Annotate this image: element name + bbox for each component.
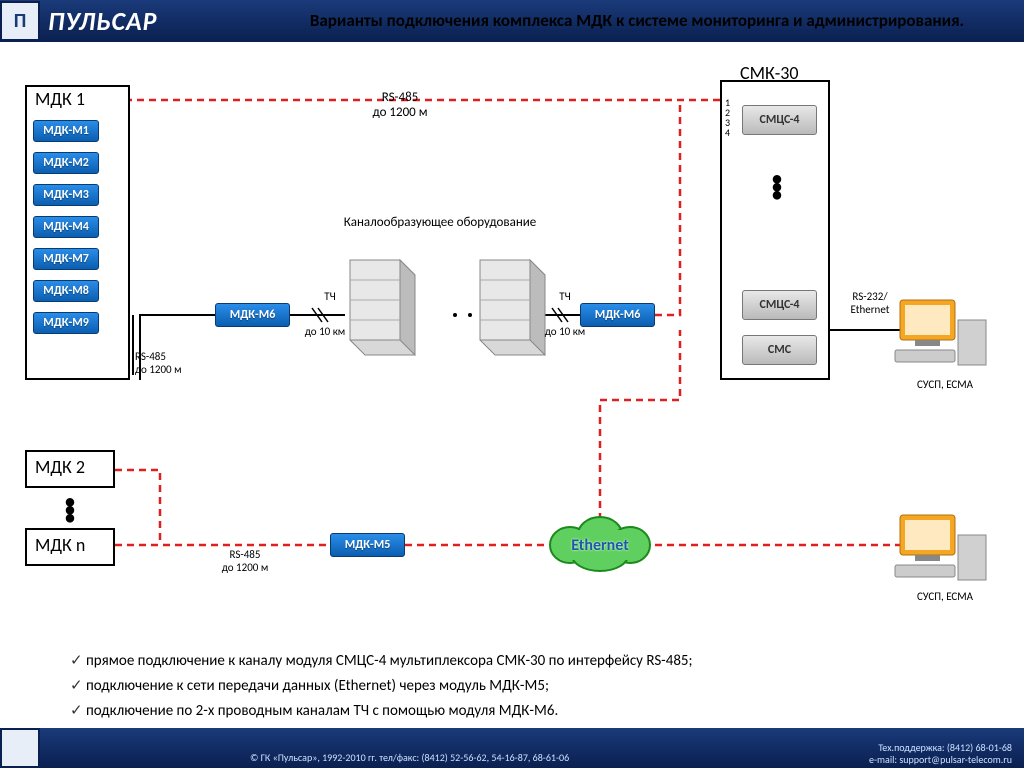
footer-copyright: © ГК «Пульсар», 1992-2010 гг. тел/факс: …	[250, 751, 569, 764]
tch-right-len: до 10 км	[540, 325, 590, 338]
pc-bottom	[895, 515, 986, 580]
mdk-m4: МДК-М4	[33, 216, 99, 238]
brand-text: ПУЛЬСАР	[48, 5, 158, 37]
smts4-bot: СМЦС-4	[742, 290, 817, 320]
mdk-m3: МДК-М3	[33, 184, 99, 206]
rs485-left-lbl: RS-485до 1200 м	[135, 350, 215, 376]
footer-corner-icon	[0, 728, 40, 768]
mdk-dots: •••	[65, 498, 75, 522]
mdk-m7: МДК-М7	[33, 248, 99, 270]
susp1-lbl: СУСП, ЕСМА	[900, 378, 990, 391]
pc-top	[895, 300, 986, 365]
diagram-canvas	[0, 0, 1024, 640]
rs485-bot-lbl: RS-485до 1200 м	[200, 548, 290, 574]
smk30-ports: 1 2 3 4	[725, 98, 730, 138]
equip-lbl: Каналообразующее оборудование	[340, 215, 540, 230]
mdk-m8: МДК-М8	[33, 280, 99, 302]
tch-left-len: до 10 км	[300, 325, 350, 338]
ethernet-label: Ethernet	[545, 520, 655, 570]
server-3d-left	[350, 260, 415, 355]
rs232-lbl: RS-232/ Ethernet	[840, 290, 900, 316]
cmc: СМС	[742, 335, 817, 365]
bullet-3: подключение по 2-х проводным каналам ТЧ …	[70, 701, 1004, 720]
footer-contact: Тех.поддержка: (8412) 68-01-68 e-mail: s…	[869, 742, 1012, 766]
bullet-1: прямое подключение к каналу модуля СМЦС-…	[70, 651, 1004, 670]
smk30-title: СМК-30	[740, 62, 799, 84]
mdk-m5: МДК-М5	[330, 533, 405, 557]
logo-icon: П	[0, 1, 40, 41]
mdk-m6-right: МДК-М6	[580, 303, 655, 327]
smts4-top: СМЦС-4	[742, 105, 817, 135]
bullet-2: подключение к сети передачи данных (Ethe…	[70, 676, 1004, 695]
tch-left-lbl: ТЧ	[300, 290, 360, 303]
rs485-top-lbl: RS-485до 1200 м	[350, 90, 450, 120]
page-title: Варианты подключения комплекса МДК к сис…	[270, 10, 1004, 31]
mdk-m6-left: МДК-М6	[215, 303, 290, 327]
tch-right-lbl: ТЧ	[545, 290, 585, 303]
server-3d-right	[480, 260, 545, 355]
smk30-dots: •••	[772, 175, 782, 199]
mdk-m1: МДК-М1	[33, 120, 99, 142]
mdkn-title: МДК n	[35, 534, 85, 556]
susp2-lbl: СУСП, ЕСМА	[900, 590, 990, 603]
mdk-m9: МДК-М9	[33, 312, 99, 334]
bullet-list: прямое подключение к каналу модуля СМЦС-…	[30, 645, 1004, 726]
mdk2-title: МДК 2	[35, 456, 85, 478]
footer: © ГК «Пульсар», 1992-2010 гг. тел/факс: …	[0, 728, 1024, 768]
mdk1-title: МДК 1	[35, 88, 85, 110]
mdk-m2: МДК-М2	[33, 152, 99, 174]
